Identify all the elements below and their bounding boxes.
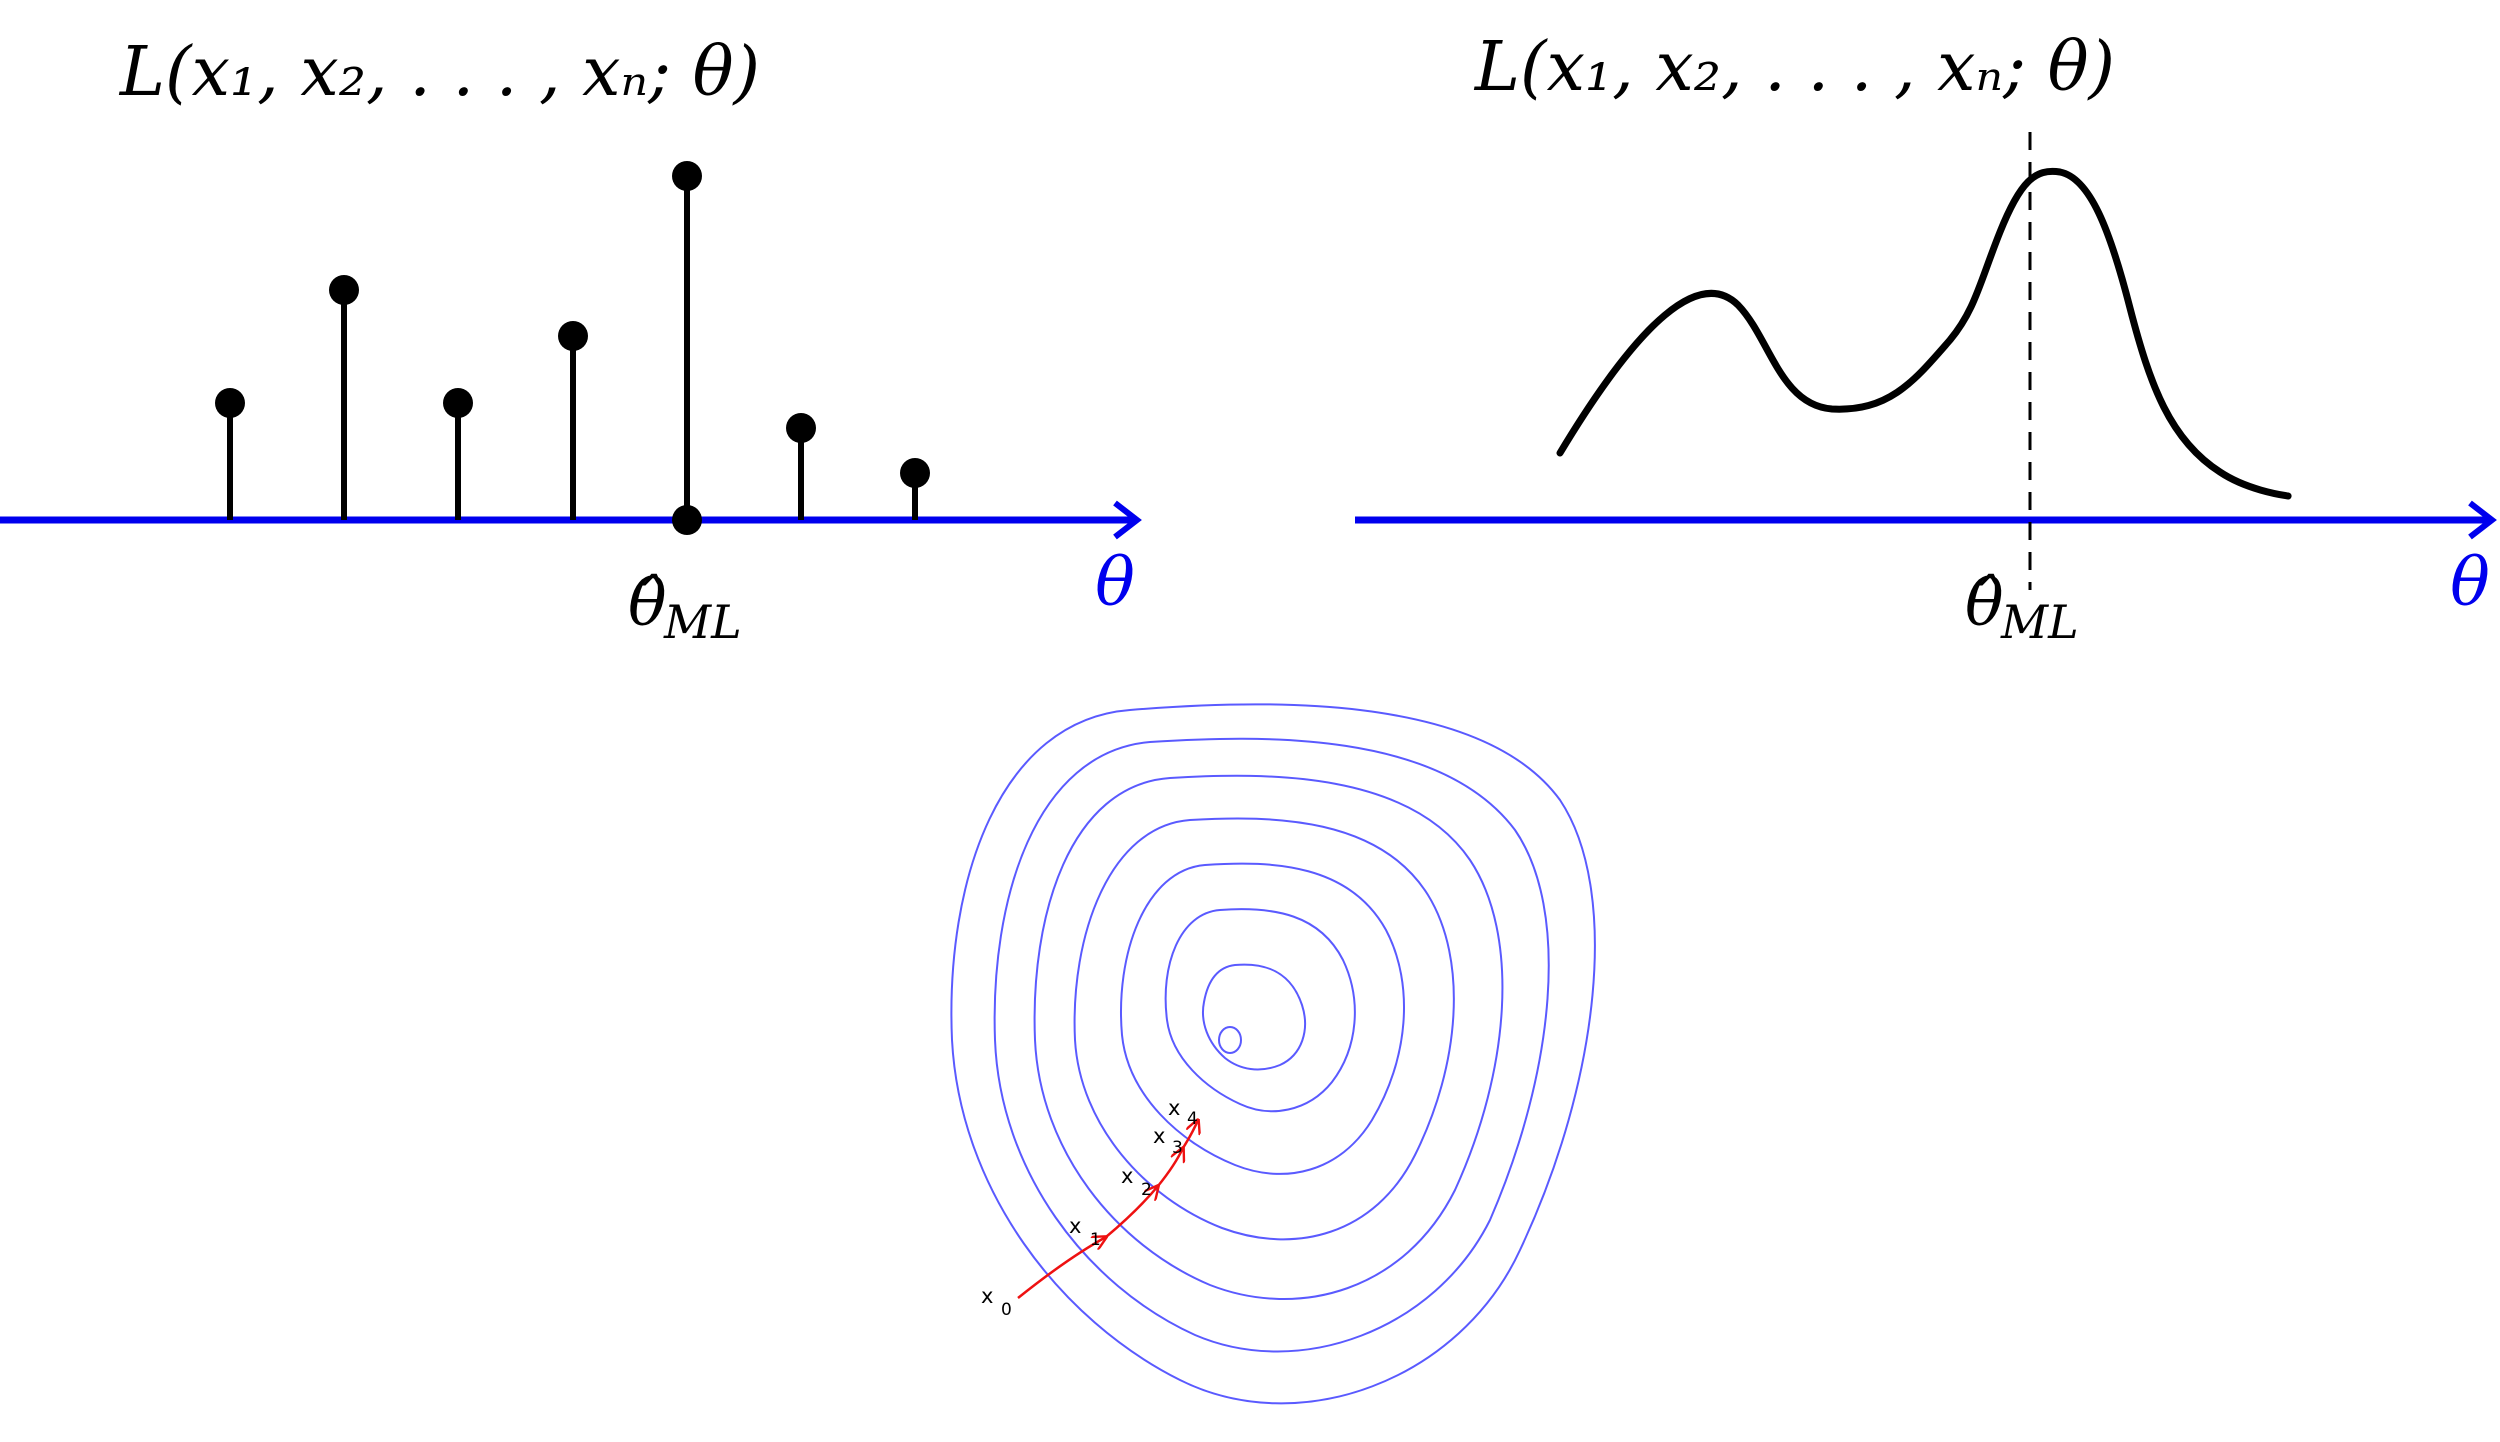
- stem-head: [329, 275, 359, 305]
- svg-text:ML: ML: [663, 595, 742, 649]
- discrete-title: L(x₁, x₂, . . . , xₙ; θ): [118, 33, 760, 112]
- discrete-likelihood-panel: L(x₁, x₂, . . . , xₙ; θ) θ̂ ML θ: [0, 33, 1142, 649]
- discrete-axis-arrowhead: [1113, 500, 1142, 540]
- discrete-axis-label: θ: [1095, 544, 1135, 621]
- svg-text:θ̂: θ̂: [628, 567, 667, 641]
- continuous-axis-arrowhead: [2468, 500, 2497, 540]
- ascent-step: [1181, 1120, 1198, 1149]
- contour-ring: [1202, 963, 1306, 1071]
- iterate-label-x0: x: [981, 1284, 993, 1308]
- iterate-label-x1: x: [1069, 1214, 1081, 1238]
- iterate-labels: x 0 x 1 x 2 x 3 x 4: [981, 1096, 1198, 1320]
- iterate-sub-2: 2: [1141, 1180, 1152, 1200]
- contour-ring: [1033, 774, 1504, 1301]
- contour-panel: x 0 x 1 x 2 x 3 x 4: [950, 703, 1596, 1405]
- contour-ring: [1120, 862, 1405, 1175]
- contour-ring: [993, 737, 1550, 1353]
- contour-ring: [1073, 817, 1455, 1241]
- discrete-ml-label: θ̂ ML: [628, 567, 742, 649]
- continuous-ml-label: θ̂ ML: [1965, 567, 2079, 649]
- iterate-sub-0: 0: [1001, 1300, 1012, 1320]
- continuous-likelihood-panel: L(x₁, x₂, . . . , xₙ; θ) θ̂ ML θ: [1355, 28, 2497, 649]
- contour-lines: [950, 703, 1596, 1405]
- iterate-label-x4: x: [1168, 1096, 1180, 1120]
- stem-head: [786, 413, 816, 443]
- contour-center: [1218, 1026, 1242, 1054]
- contour-ring: [1164, 908, 1356, 1113]
- svg-text:ML: ML: [2000, 595, 2079, 649]
- continuous-title: L(x₁, x₂, . . . , xₙ; θ): [1473, 28, 2115, 107]
- ascent-step: [1105, 1186, 1158, 1238]
- stem-head: [900, 458, 930, 488]
- discrete-stems: [215, 161, 930, 535]
- stem-head-max: [672, 161, 702, 191]
- iterate-sub-3: 3: [1172, 1138, 1183, 1158]
- iterate-sub-4: 4: [1187, 1109, 1198, 1129]
- ascent-step: [1017, 1237, 1106, 1299]
- ascent-step: [1157, 1148, 1183, 1187]
- contour-ring: [950, 703, 1596, 1405]
- likelihood-curve: [1556, 167, 2292, 500]
- stem-head: [558, 321, 588, 351]
- stem-head: [443, 388, 473, 418]
- ascent-path: [1017, 1120, 1198, 1299]
- iterate-sub-1: 1: [1090, 1230, 1101, 1250]
- continuous-axis-label: θ: [2450, 544, 2490, 621]
- ml-estimate-dot: [672, 505, 702, 535]
- iterate-label-x2: x: [1121, 1164, 1133, 1188]
- svg-text:θ̂: θ̂: [1965, 567, 2004, 641]
- iterate-label-x3: x: [1153, 1124, 1165, 1148]
- stem-head: [215, 388, 245, 418]
